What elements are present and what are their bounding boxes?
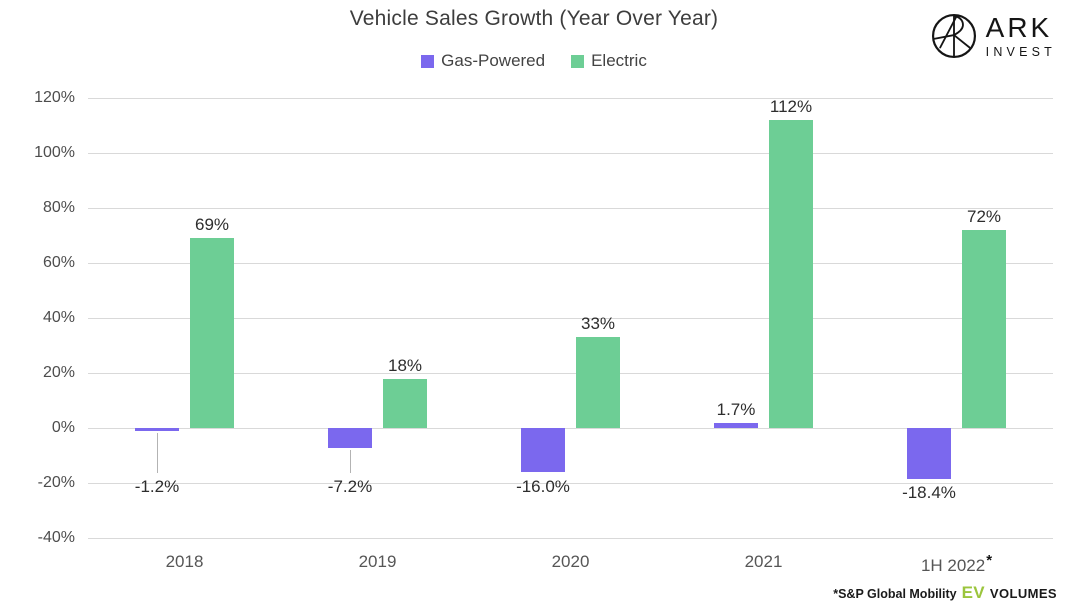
value-label-gas-powered-2021: 1.7%: [716, 400, 756, 420]
gridline-40%: [88, 318, 1053, 319]
gridline-20%: [88, 373, 1053, 374]
legend: Gas-Powered Electric: [0, 51, 1068, 71]
x-axis-label-text: 2021: [744, 552, 783, 571]
x-axis-label-text: 2019: [358, 552, 397, 571]
y-axis-label: 100%: [34, 144, 75, 161]
ark-logo-text: ARK INVEST: [985, 11, 1056, 59]
ark-logo-line1: ARK: [985, 11, 1053, 43]
y-axis-label: 120%: [34, 89, 75, 106]
value-label-electric-2018: 69%: [194, 215, 230, 235]
bar-electric-1h-2022: [962, 230, 1006, 428]
bar-electric-2020: [576, 337, 620, 428]
bar-gas-powered-2019: [328, 428, 372, 448]
value-label-gas-powered-1h-2022: -18.4%: [902, 482, 956, 502]
value-label-leader-line: [157, 433, 158, 473]
value-label-electric-2021: 112%: [769, 97, 813, 116]
footnote-source: *S&P Global Mobility: [833, 587, 957, 601]
value-label-gas-powered-2019: -7.2%: [327, 477, 373, 496]
value-label-gas-powered-2018: -1.2%: [134, 477, 180, 496]
x-axis-label-2019: 2019: [359, 552, 397, 572]
gridline-100%: [88, 153, 1053, 154]
x-axis-label-text: 2018: [165, 552, 204, 571]
x-axis-label-1h-2022: 1H 2022*: [921, 552, 992, 576]
value-label-electric-2020: 33%: [580, 314, 616, 334]
bar-electric-2021: [769, 120, 813, 428]
y-axis-label: 60%: [42, 254, 75, 271]
gridline-60%: [88, 263, 1053, 264]
x-axis-label-2018: 2018: [166, 552, 204, 572]
bar-gas-powered-2018: [135, 428, 179, 432]
footnote-marker: *: [986, 552, 993, 569]
bar-gas-powered-2020: [521, 428, 565, 472]
y-axis-label: 20%: [42, 364, 75, 381]
y-axis-label: 40%: [42, 309, 75, 326]
y-axis-label: -20%: [37, 474, 75, 491]
legend-item-gas-powered: Gas-Powered: [421, 51, 545, 71]
y-axis-label: 80%: [42, 199, 75, 216]
bar-electric-2019: [383, 378, 427, 428]
ark-invest-logo: ARK INVEST: [931, 13, 1056, 59]
value-label-electric-2019: 18%: [387, 355, 423, 375]
bar-gas-powered-1h-2022: [907, 428, 951, 479]
gridline-120%: [88, 98, 1053, 99]
value-label-leader-line: [350, 449, 351, 473]
legend-label-gas-powered: Gas-Powered: [441, 51, 546, 70]
y-axis-label: -40%: [37, 529, 75, 546]
ark-logo-line2: INVEST: [985, 44, 1056, 59]
legend-swatch-electric: [571, 54, 585, 68]
bar-electric-2018: [190, 238, 234, 428]
x-axis-label-2020: 2020: [552, 552, 590, 572]
gridline-0%: [88, 428, 1053, 429]
x-axis-label-2021: 2021: [745, 552, 783, 572]
legend-label-electric: Electric: [591, 51, 647, 70]
legend-swatch-gas-powered: [421, 54, 435, 68]
legend-item-electric: Electric: [571, 51, 647, 71]
y-axis-label: 0%: [51, 419, 75, 436]
chart-title: Vehicle Sales Growth (Year Over Year): [349, 7, 719, 30]
gridline--20%: [88, 483, 1053, 484]
gridline-80%: [88, 208, 1053, 209]
ev-volumes-logo-ev: EV: [961, 583, 985, 602]
gridline--40%: [88, 538, 1053, 539]
bar-gas-powered-2021: [714, 423, 758, 428]
x-axis-label-text: 2020: [551, 552, 590, 571]
x-axis-label-text: 1H 2022: [920, 556, 986, 575]
ark-logo-icon: [931, 13, 976, 59]
value-label-gas-powered-2020: -16.0%: [516, 477, 570, 496]
footnote: *S&P Global Mobility EV VOLUMES: [833, 583, 1057, 603]
value-label-electric-1h-2022: 72%: [966, 207, 1002, 226]
ev-volumes-logo-volumes: VOLUMES: [989, 586, 1057, 601]
